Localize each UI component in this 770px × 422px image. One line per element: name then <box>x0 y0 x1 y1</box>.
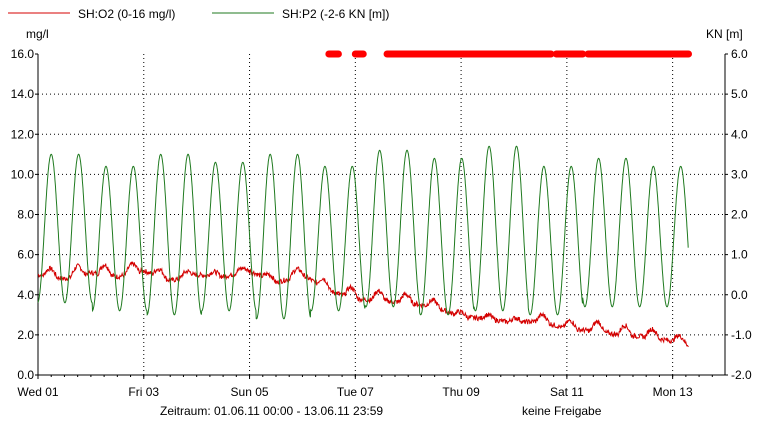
x-tick-label: Tue 07 <box>337 385 374 399</box>
legend-label-o2: SH:O2 (0-16 mg/l) <box>78 7 175 21</box>
x-axis-ticks: Wed 01 Fri 03 Sun 05 Tue 07 Thu 09 Sat 11 Mon … <box>17 375 713 399</box>
left-tick-label: 2.0 <box>17 328 34 342</box>
series-layer <box>37 145 689 348</box>
x-tick-label: Mon 13 <box>653 385 693 399</box>
left-tick-label: 4.0 <box>17 288 34 302</box>
left-tick-label: 10.0 <box>11 167 35 181</box>
right-tick-label: 4.0 <box>731 127 748 141</box>
x-tick-label: Wed 01 <box>17 385 58 399</box>
series-line-p2 <box>37 145 689 320</box>
left-tick-label: 0.0 <box>17 368 34 382</box>
x-tick-label: Thu 09 <box>442 385 480 399</box>
legend-label-p2: SH:P2 (-2-6 KN [m]) <box>282 7 389 21</box>
left-tick-label: 16.0 <box>11 47 35 61</box>
right-tick-label: -2.0 <box>731 368 752 382</box>
right-axis-ticks: -2.0 -1.0 0.0 1.0 2.0 3.0 4.0 5.0 6.0 <box>725 47 752 382</box>
x-tick-label: Sun 05 <box>231 385 269 399</box>
legend: SH:O2 (0-16 mg/l) SH:P2 (-2-6 KN [m]) <box>8 7 389 21</box>
left-axis-unit: mg/l <box>26 27 49 41</box>
period-label: Zeitraum: 01.06.11 00:00 - 13.06.11 23:5… <box>160 404 383 418</box>
x-tick-label: Fri 03 <box>128 385 159 399</box>
left-tick-label: 8.0 <box>17 208 34 222</box>
right-tick-label: 1.0 <box>731 248 748 262</box>
series-line-o2 <box>37 261 689 348</box>
right-tick-label: 5.0 <box>731 87 748 101</box>
right-axis-unit: KN [m] <box>706 27 743 41</box>
left-tick-label: 12.0 <box>11 127 35 141</box>
right-tick-label: -1.0 <box>731 328 752 342</box>
release-status: keine Freigabe <box>522 404 602 418</box>
right-tick-label: 3.0 <box>731 167 748 181</box>
right-tick-label: 6.0 <box>731 47 748 61</box>
right-tick-label: 0.0 <box>731 288 748 302</box>
left-tick-label: 6.0 <box>17 248 34 262</box>
left-axis-ticks: 0.0 2.0 4.0 6.0 8.0 10.0 12.0 14.0 16.0 <box>11 47 38 382</box>
x-tick-label: Sat 11 <box>550 385 584 399</box>
left-tick-label: 14.0 <box>11 87 35 101</box>
right-tick-label: 2.0 <box>731 208 748 222</box>
